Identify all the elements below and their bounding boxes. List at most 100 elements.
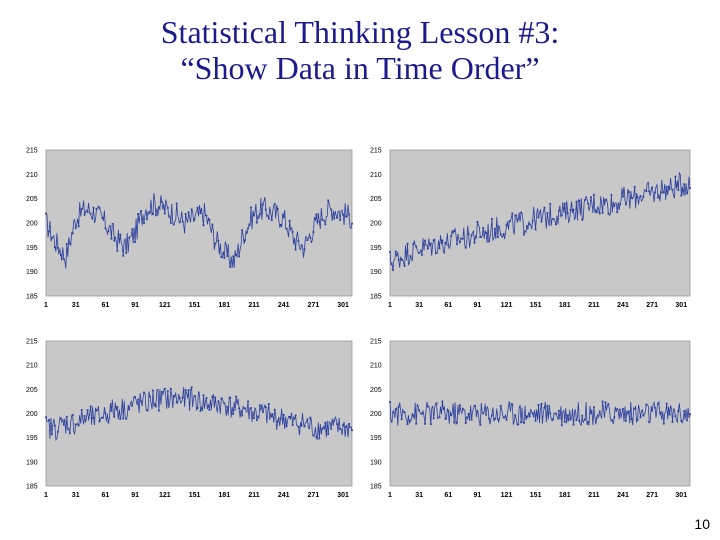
data-point bbox=[683, 183, 686, 186]
x-tick-label: 211 bbox=[588, 302, 599, 309]
data-point bbox=[660, 191, 662, 194]
data-point bbox=[199, 410, 202, 412]
data-point bbox=[595, 211, 598, 214]
data-point bbox=[116, 406, 119, 408]
data-point bbox=[427, 405, 429, 408]
data-point bbox=[54, 424, 56, 427]
data-point bbox=[514, 414, 517, 416]
data-point bbox=[119, 233, 122, 236]
data-point bbox=[648, 421, 651, 424]
data-point bbox=[482, 412, 485, 415]
data-point bbox=[267, 217, 270, 220]
data-point bbox=[226, 405, 229, 408]
data-point bbox=[415, 245, 418, 248]
x-tick-label: 121 bbox=[501, 302, 513, 309]
data-point bbox=[330, 208, 333, 211]
data-point bbox=[71, 414, 74, 416]
data-point bbox=[149, 211, 151, 213]
x-tick-label: 271 bbox=[308, 492, 320, 499]
data-point bbox=[309, 416, 312, 419]
data-point bbox=[256, 419, 258, 421]
data-point bbox=[232, 255, 235, 258]
data-point bbox=[459, 241, 461, 244]
data-point bbox=[193, 395, 196, 398]
data-point bbox=[214, 242, 217, 245]
data-point bbox=[259, 404, 261, 407]
data-point bbox=[282, 216, 285, 219]
data-point bbox=[89, 405, 92, 408]
data-point bbox=[563, 202, 566, 205]
data-point bbox=[447, 244, 450, 246]
data-point bbox=[470, 418, 473, 421]
data-point bbox=[158, 409, 160, 412]
data-point bbox=[534, 419, 537, 422]
data-point bbox=[409, 419, 412, 422]
data-point bbox=[83, 213, 86, 216]
data-point bbox=[598, 212, 601, 215]
x-tick-label: 271 bbox=[646, 302, 658, 309]
data-point bbox=[178, 397, 181, 400]
data-point bbox=[119, 418, 122, 420]
data-point bbox=[424, 239, 426, 242]
data-point bbox=[250, 206, 252, 209]
data-point bbox=[140, 210, 142, 212]
data-point bbox=[333, 419, 336, 422]
data-point bbox=[642, 414, 645, 417]
data-point bbox=[348, 213, 350, 216]
data-point bbox=[607, 403, 610, 405]
data-point bbox=[276, 420, 279, 423]
data-point bbox=[677, 189, 680, 191]
data-point bbox=[238, 255, 240, 258]
data-point bbox=[400, 258, 403, 261]
data-point bbox=[146, 409, 148, 412]
data-point bbox=[534, 228, 537, 231]
x-tick-label: 151 bbox=[530, 492, 542, 499]
data-point bbox=[528, 223, 531, 226]
x-tick-label: 211 bbox=[248, 302, 259, 309]
data-point bbox=[294, 248, 297, 251]
data-point bbox=[630, 418, 633, 420]
data-point bbox=[645, 190, 648, 192]
data-point bbox=[318, 437, 321, 440]
data-point bbox=[662, 422, 665, 425]
data-point bbox=[502, 416, 505, 419]
data-point bbox=[569, 209, 572, 212]
x-tick-label: 31 bbox=[415, 302, 423, 309]
data-point bbox=[403, 411, 406, 414]
data-point bbox=[51, 433, 53, 436]
title-line-1: Statistical Thinking Lesson #3: bbox=[160, 14, 560, 50]
data-point bbox=[505, 418, 508, 421]
data-point bbox=[250, 407, 252, 409]
y-tick-label: 205 bbox=[26, 196, 38, 203]
data-point bbox=[276, 208, 279, 210]
data-point bbox=[202, 394, 205, 397]
data-point bbox=[184, 213, 187, 215]
data-point bbox=[241, 414, 243, 417]
data-point bbox=[270, 415, 273, 418]
data-point bbox=[128, 236, 131, 239]
data-point bbox=[604, 199, 607, 201]
data-point bbox=[505, 224, 508, 227]
data-point bbox=[671, 421, 674, 423]
data-point bbox=[686, 192, 688, 195]
data-point bbox=[146, 218, 148, 221]
data-point bbox=[601, 211, 604, 214]
x-tick-label: 1 bbox=[388, 302, 392, 309]
data-point bbox=[163, 212, 166, 215]
x-tick-label: 211 bbox=[248, 492, 259, 499]
chart-panel-2: 185 190 195 200 205 210 215 1 31 61 91 121 151 181 211… bbox=[370, 148, 691, 309]
data-point bbox=[110, 409, 113, 412]
data-point bbox=[244, 239, 246, 242]
data-point bbox=[273, 203, 276, 205]
data-point bbox=[467, 232, 470, 235]
data-point bbox=[520, 211, 522, 214]
data-point bbox=[418, 252, 420, 254]
y-tick-label: 185 bbox=[26, 294, 38, 301]
data-point bbox=[101, 217, 104, 219]
data-point bbox=[285, 425, 288, 428]
data-point bbox=[610, 193, 613, 196]
y-tick-label: 205 bbox=[370, 387, 382, 394]
data-point bbox=[65, 415, 68, 418]
data-point bbox=[229, 266, 232, 268]
